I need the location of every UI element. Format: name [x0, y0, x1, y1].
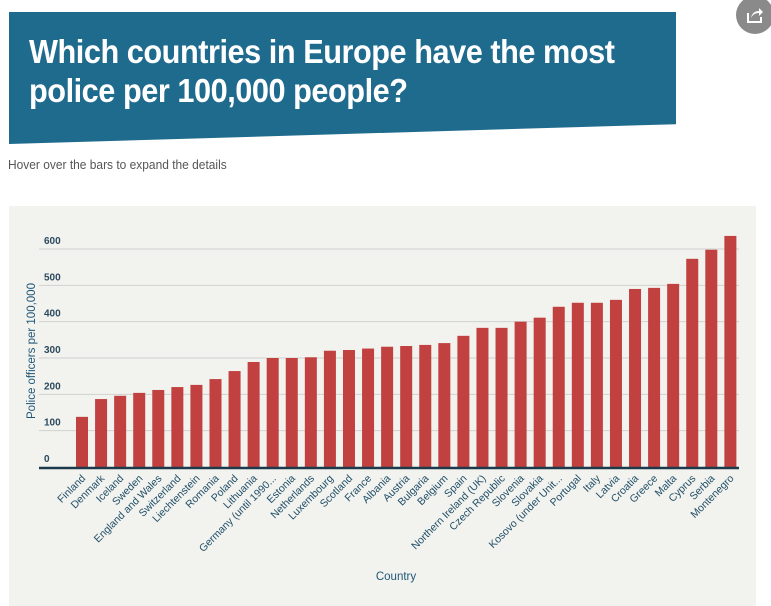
bar-finland[interactable]	[76, 416, 88, 467]
bar-albania[interactable]	[381, 346, 394, 467]
bar-liechtenstein[interactable]	[190, 384, 203, 467]
bar-czech-republic[interactable]	[495, 327, 508, 467]
bar-iceland[interactable]	[114, 395, 127, 467]
title-banner: Which countries in Europe have the most …	[9, 12, 676, 144]
bar-denmark[interactable]	[95, 399, 108, 467]
bar-malta[interactable]	[667, 283, 680, 467]
bar-latvia[interactable]	[609, 299, 622, 467]
x-axis-title: Country	[376, 571, 417, 583]
y-axis-title: Police officers per 100,000	[26, 283, 38, 419]
bar-romania[interactable]	[209, 379, 222, 467]
bar-chart: 0 100 200 300 400 500 600 FinlandDenmarkIcelan…	[26, 235, 739, 583]
bar-germany-until-1990[interactable]	[266, 358, 279, 467]
bar-england-and-wales[interactable]	[152, 389, 165, 467]
bar-italy[interactable]	[590, 302, 603, 467]
bar-croatia[interactable]	[629, 288, 642, 467]
bar-sweden[interactable]	[133, 392, 146, 467]
bar-portugal[interactable]	[571, 302, 584, 467]
bar-netherlands[interactable]	[304, 357, 317, 467]
bar-slovenia[interactable]	[514, 321, 527, 467]
share-button[interactable]	[736, 0, 771, 34]
page-title: Which countries in Europe have the most …	[29, 33, 615, 109]
bar-montenegro[interactable]	[724, 235, 737, 467]
bar-estonia[interactable]	[285, 358, 298, 467]
bar-kosovo-under-unit[interactable]	[552, 306, 565, 467]
bar-northern-ireland-uk[interactable]	[476, 327, 489, 467]
chart-subtitle: Hover over the bars to expand the detail…	[8, 157, 227, 172]
bar-belgium[interactable]	[438, 343, 451, 467]
bar-spain[interactable]	[457, 335, 470, 467]
bar-poland[interactable]	[228, 371, 241, 467]
y-tick-label: 600	[44, 236, 61, 247]
y-tick-label: 500	[44, 272, 61, 283]
chart-panel: 0 100 200 300 400 500 600 Finland Denmark Icelan…	[9, 206, 756, 606]
bar-slovakia[interactable]	[533, 317, 546, 467]
y-tick-label: 400	[44, 309, 61, 320]
bar-cyprus[interactable]	[686, 258, 699, 467]
y-tick-label: 0	[44, 454, 50, 465]
bar-switzerland[interactable]	[171, 387, 184, 467]
y-tick-label: 300	[44, 345, 61, 356]
bar-scotland[interactable]	[342, 350, 355, 467]
bar-france[interactable]	[362, 348, 375, 467]
bar-austria[interactable]	[400, 346, 413, 467]
bar-luxembourg[interactable]	[323, 350, 336, 467]
bars	[76, 235, 737, 467]
y-tick-label: 200	[44, 381, 61, 392]
bar-bulgaria[interactable]	[419, 344, 432, 467]
bar-greece[interactable]	[648, 287, 661, 467]
y-tick-label: 100	[44, 418, 61, 429]
bar-serbia[interactable]	[705, 249, 718, 467]
share-icon	[747, 8, 763, 23]
bar-lithuania[interactable]	[247, 361, 260, 467]
y-axis-ticks: 0 100 200 300 400 500 600	[44, 236, 61, 465]
